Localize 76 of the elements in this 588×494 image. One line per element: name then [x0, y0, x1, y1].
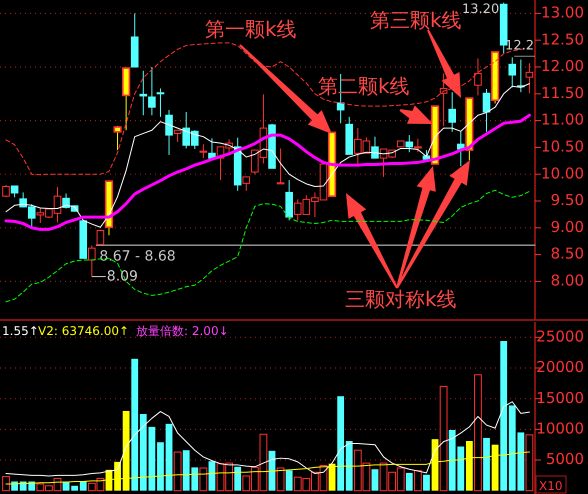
y-tick-label: 10.00	[541, 164, 584, 182]
bar	[508, 405, 516, 491]
bar	[131, 358, 138, 491]
y-tick-label: 10000	[536, 419, 584, 438]
bar	[448, 430, 456, 491]
candlestick	[88, 244, 96, 278]
y-tick-label: 11.50	[541, 84, 584, 102]
y-tick-label: 20000	[536, 358, 584, 376]
candlestick	[276, 148, 284, 184]
bar	[457, 446, 464, 491]
y-tick-label: 12.50	[541, 30, 584, 48]
bar	[517, 432, 524, 491]
annotation: 1.55↑	[2, 324, 39, 338]
y-tick-label: 9.00	[550, 218, 584, 236]
bar	[234, 466, 242, 491]
line-series	[4, 114, 531, 231]
y-tick-label: 8.00	[550, 272, 584, 290]
y-tick-label: 8.50	[550, 244, 584, 263]
bar	[346, 441, 353, 491]
y-tick-label: 9.50	[550, 191, 584, 210]
annotation: 第一颗k线	[205, 17, 297, 41]
candlestick	[2, 184, 10, 198]
y-tick-label: 10.50	[541, 137, 584, 156]
bar	[191, 467, 198, 491]
bar	[276, 468, 284, 492]
candlestick	[440, 72, 448, 126]
y-tick-label: 25000	[536, 327, 584, 346]
annotation: 三颗对称k线	[345, 287, 457, 311]
bar	[182, 450, 190, 491]
bar	[500, 341, 508, 491]
candlestick	[405, 134, 414, 153]
candlestick	[482, 88, 490, 132]
bar	[140, 414, 147, 491]
annotation: 13.20	[462, 2, 500, 17]
y-tick-label: 15000	[536, 388, 584, 407]
candlestick	[156, 88, 164, 118]
bar	[414, 470, 422, 492]
annotation: 12.2	[505, 38, 534, 54]
bar	[474, 374, 482, 492]
candlestick	[371, 136, 379, 159]
bar	[2, 476, 10, 492]
bar	[372, 469, 378, 491]
text: X10	[539, 479, 562, 493]
y-tick-label: 11.00	[541, 110, 584, 129]
bar	[286, 470, 293, 491]
bar	[337, 396, 344, 491]
bar	[199, 468, 208, 492]
candlestick	[526, 62, 534, 94]
candlestick	[139, 70, 148, 116]
band-label: 8.67 - 8.68	[99, 248, 176, 264]
candlestick	[174, 130, 182, 143]
bar	[208, 461, 216, 491]
bar	[406, 472, 413, 491]
bar	[174, 452, 182, 492]
annotation: 第三颗k线	[370, 8, 462, 32]
candlestick	[200, 144, 208, 159]
bar	[268, 450, 276, 491]
bar	[483, 438, 490, 491]
annotation: 放量倍数: 2.00↓	[136, 324, 229, 338]
candlestick	[165, 109, 173, 156]
bar	[440, 386, 448, 492]
candlestick	[474, 58, 482, 96]
candlestick	[448, 92, 456, 132]
annotation: 8.09	[106, 268, 138, 284]
candlestick	[148, 66, 156, 116]
candlestick	[508, 56, 516, 88]
annotation: V2: 63746.00↑	[38, 324, 130, 338]
bar	[423, 474, 430, 491]
y-tick-label: 13.00	[541, 3, 584, 22]
y-tick-label: 12.00	[541, 57, 584, 76]
candlestick	[113, 125, 122, 151]
candlestick	[414, 138, 422, 153]
y-tick-label: 5000	[546, 450, 584, 468]
candlestick	[96, 229, 104, 246]
line-series	[6, 401, 530, 476]
candlestick	[242, 176, 250, 192]
